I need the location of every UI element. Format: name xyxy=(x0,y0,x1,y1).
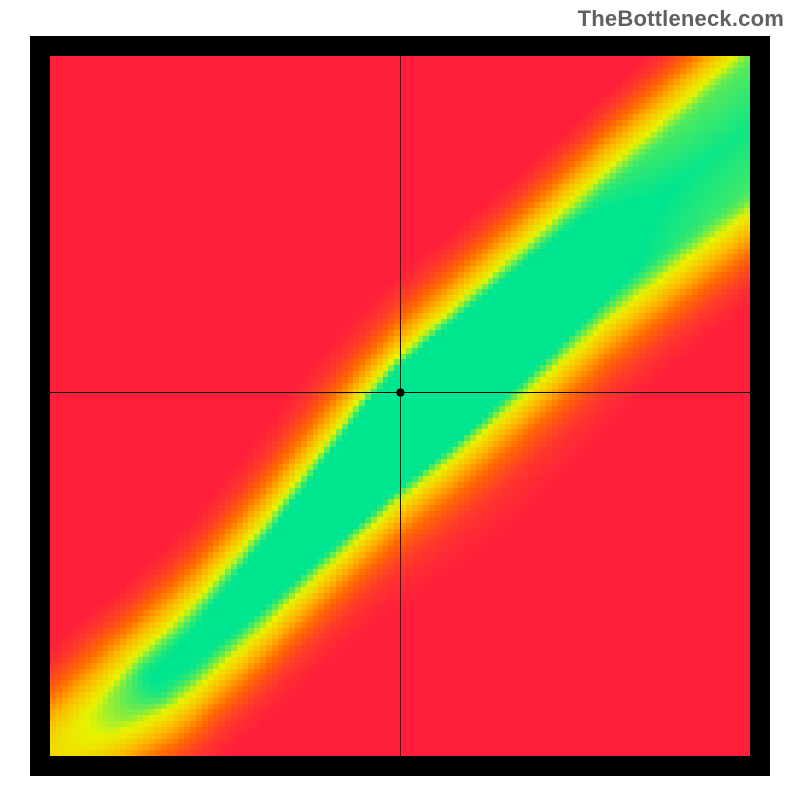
plot-area xyxy=(50,56,750,756)
heatmap-canvas xyxy=(50,56,750,756)
attribution-text: TheBottleneck.com xyxy=(578,6,784,32)
